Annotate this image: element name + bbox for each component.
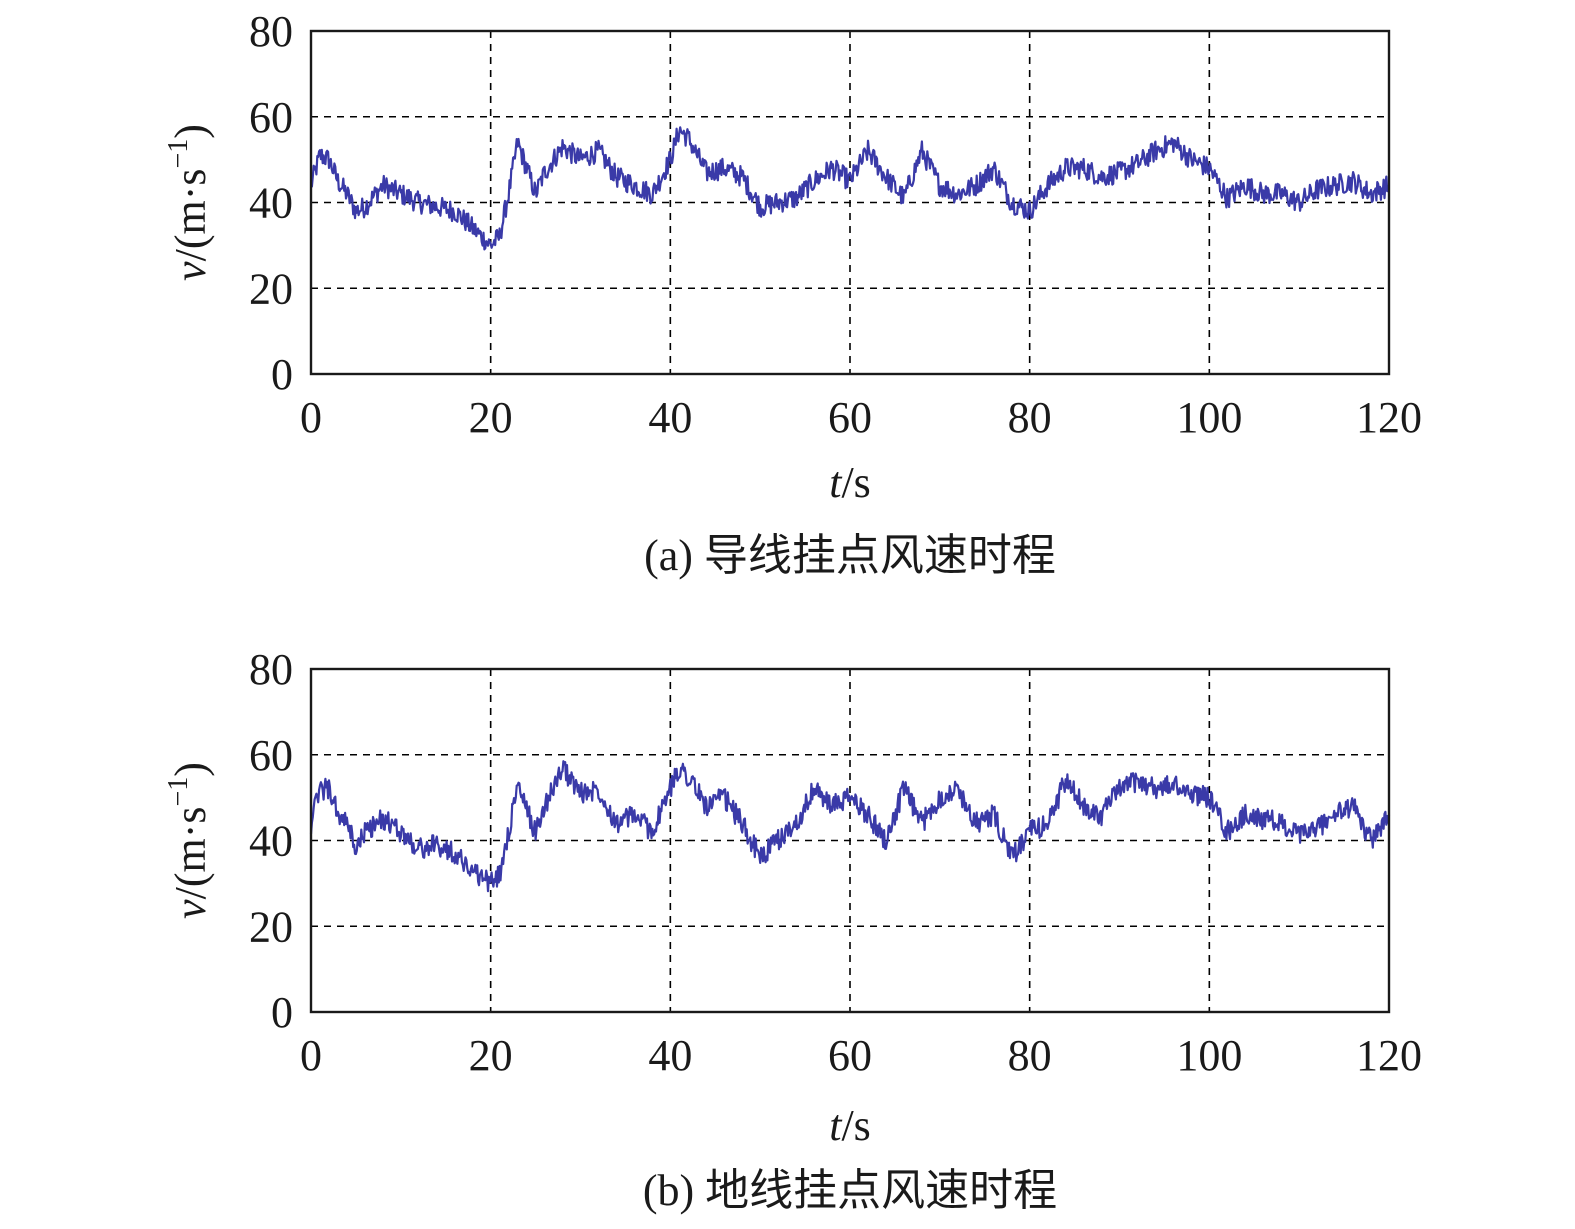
chart-caption: (a) 导线挂点风速时程	[644, 531, 1056, 580]
x-tick-label: 80	[1008, 1031, 1052, 1080]
y-tick-label: 0	[271, 350, 293, 399]
y-tick-label: 40	[249, 179, 293, 228]
x-tick-label: 20	[469, 393, 513, 442]
x-tick-label: 20	[469, 1031, 513, 1080]
x-axis-label: t/s	[829, 458, 871, 507]
x-tick-label: 0	[300, 393, 322, 442]
x-tick-label: 40	[648, 393, 692, 442]
y-tick-label: 20	[249, 264, 293, 313]
x-tick-label: 120	[1356, 393, 1422, 442]
plot-frame	[309, 29, 1391, 376]
y-tick-label: 40	[249, 817, 293, 866]
y-tick-label: 60	[249, 731, 293, 780]
y-tick-label: 20	[249, 902, 293, 951]
y-tick-label: 60	[249, 93, 293, 142]
x-tick-label: 100	[1176, 393, 1242, 442]
series-line	[309, 126, 1391, 251]
x-tick-label: 60	[828, 393, 872, 442]
y-tick-label: 80	[249, 645, 293, 694]
y-axis-label: v/(m·s−1)	[163, 762, 215, 919]
x-tick-label: 100	[1176, 1031, 1242, 1080]
x-tick-label: 80	[1008, 393, 1052, 442]
chart-panel-a: 0 20 40 60 80 100 120 0 20 40 60 80 t/s v/(m·s−1) (a) …	[163, 7, 1422, 580]
x-tick-label: 120	[1356, 1031, 1422, 1080]
x-tick-label: 40	[648, 1031, 692, 1080]
y-axis-label: v/(m·s−1)	[163, 124, 215, 281]
x-axis-label: t/s	[829, 1101, 871, 1150]
chart-caption: (b) 地线挂点风速时程	[643, 1166, 1057, 1215]
x-tick-label: 0	[300, 1031, 322, 1080]
y-tick-label: 0	[271, 988, 293, 1037]
series-line	[309, 760, 1391, 893]
y-tick-label: 80	[249, 7, 293, 56]
x-tick-label: 60	[828, 1031, 872, 1080]
plot-frame	[309, 667, 1391, 1014]
chart-panel-b: 0 20 40 60 80 100 120 0 20 40 60 80 t/s v/(m·s−1) (b) …	[163, 645, 1422, 1215]
